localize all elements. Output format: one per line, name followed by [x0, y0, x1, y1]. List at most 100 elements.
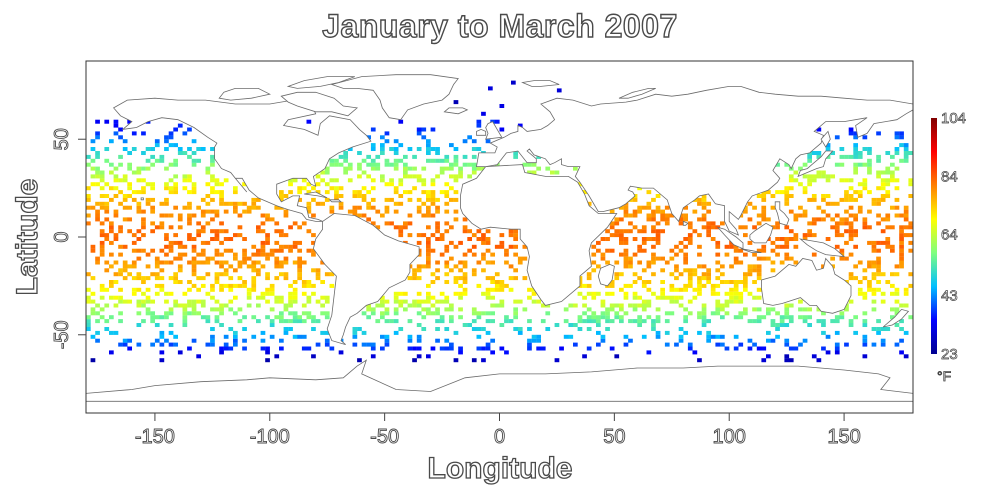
temperature-cell — [669, 299, 675, 304]
temperature-cell — [756, 221, 762, 226]
temperature-cell — [389, 147, 394, 152]
temperature-cell — [747, 338, 753, 343]
temperature-cell — [660, 287, 666, 292]
temperature-cell — [471, 170, 477, 175]
temperature-cell — [242, 252, 247, 257]
temperature-cell — [844, 217, 849, 222]
temperature-cell — [853, 190, 859, 195]
temperature-cell — [127, 205, 133, 210]
temperature-cell — [421, 307, 427, 312]
temperature-cell — [444, 182, 450, 187]
temperature-cell — [449, 307, 454, 312]
temperature-cell — [416, 268, 422, 273]
temperature-cell — [706, 276, 712, 281]
temperature-cell — [435, 319, 440, 324]
temperature-cell — [761, 244, 767, 249]
temperature-cell — [655, 194, 661, 199]
temperature-cell — [159, 248, 165, 253]
temperature-cell — [177, 264, 183, 269]
temperature-cell — [752, 295, 757, 300]
temperature-cell — [720, 303, 725, 308]
temperature-cell — [329, 205, 335, 210]
temperature-cell — [605, 315, 610, 320]
temperature-cell — [320, 201, 326, 206]
temperature-cell — [315, 182, 321, 187]
temperature-cell — [651, 252, 656, 257]
temperature-cell — [311, 354, 316, 359]
temperature-cell — [279, 260, 284, 265]
temperature-cell — [784, 237, 790, 242]
temperature-cell — [164, 213, 169, 218]
temperature-cell — [655, 315, 661, 320]
temperature-cell — [715, 303, 721, 308]
temperature-cell — [655, 233, 661, 238]
temperature-cell — [256, 225, 261, 230]
temperature-cell — [821, 194, 826, 199]
temperature-cell — [481, 291, 486, 296]
land-outline — [740, 248, 762, 253]
temperature-cell — [141, 166, 146, 171]
temperature-cell — [260, 244, 266, 249]
temperature-cell — [118, 244, 123, 249]
temperature-cell — [426, 311, 431, 316]
temperature-cell — [687, 346, 693, 351]
temperature-cell — [301, 221, 307, 226]
temperature-cell — [357, 213, 362, 218]
temperature-cell — [389, 221, 394, 226]
y-axis-label: Latitude — [10, 178, 44, 296]
temperature-cell — [210, 154, 215, 159]
temperature-cell — [214, 299, 220, 304]
temperature-cell — [784, 197, 790, 202]
temperature-cell — [200, 283, 206, 288]
temperature-cell — [641, 225, 647, 230]
temperature-cell — [485, 342, 491, 347]
temperature-cell — [407, 213, 413, 218]
temperature-cell — [467, 229, 473, 234]
temperature-cell — [834, 350, 840, 355]
temperature-cell — [641, 280, 647, 285]
temperature-cell — [720, 315, 725, 320]
temperature-cell — [145, 276, 151, 281]
temperature-cell — [798, 213, 803, 218]
temperature-cell — [283, 319, 289, 324]
temperature-cell — [628, 260, 633, 265]
temperature-cell — [90, 158, 96, 163]
temperature-cell — [426, 197, 431, 202]
temperature-cell — [90, 291, 96, 296]
temperature-cell — [908, 221, 913, 226]
temperature-cell — [646, 237, 652, 242]
temperature-cell — [779, 319, 785, 324]
temperature-cell — [471, 233, 477, 238]
temperature-cell — [890, 178, 895, 183]
temperature-cell — [531, 162, 537, 167]
temperature-cell — [821, 217, 826, 222]
temperature-cell — [99, 205, 105, 210]
temperature-cell — [109, 315, 114, 320]
temperature-cell — [214, 307, 220, 312]
temperature-cell — [600, 338, 606, 343]
temperature-cell — [499, 233, 505, 238]
temperature-cell — [444, 209, 450, 214]
temperature-cell — [871, 240, 877, 245]
temperature-cell — [196, 147, 202, 152]
temperature-cell — [462, 217, 468, 222]
temperature-cell — [283, 327, 289, 332]
temperature-cell — [370, 197, 376, 202]
temperature-cell — [324, 170, 330, 175]
temperature-cell — [347, 178, 353, 183]
temperature-cell — [159, 268, 165, 273]
temperature-cell — [233, 283, 238, 288]
temperature-cell — [159, 260, 165, 265]
temperature-cell — [90, 334, 96, 339]
temperature-cell — [113, 209, 119, 214]
temperature-cell — [729, 280, 734, 285]
temperature-cell — [426, 244, 431, 249]
temperature-cell — [398, 225, 404, 230]
temperature-cell — [131, 276, 137, 281]
temperature-cell — [164, 182, 169, 187]
temperature-cell — [279, 346, 284, 351]
temperature-cell — [724, 291, 730, 296]
temperature-cell — [825, 178, 831, 183]
temperature-cell — [660, 213, 666, 218]
temperature-cell — [660, 256, 666, 261]
